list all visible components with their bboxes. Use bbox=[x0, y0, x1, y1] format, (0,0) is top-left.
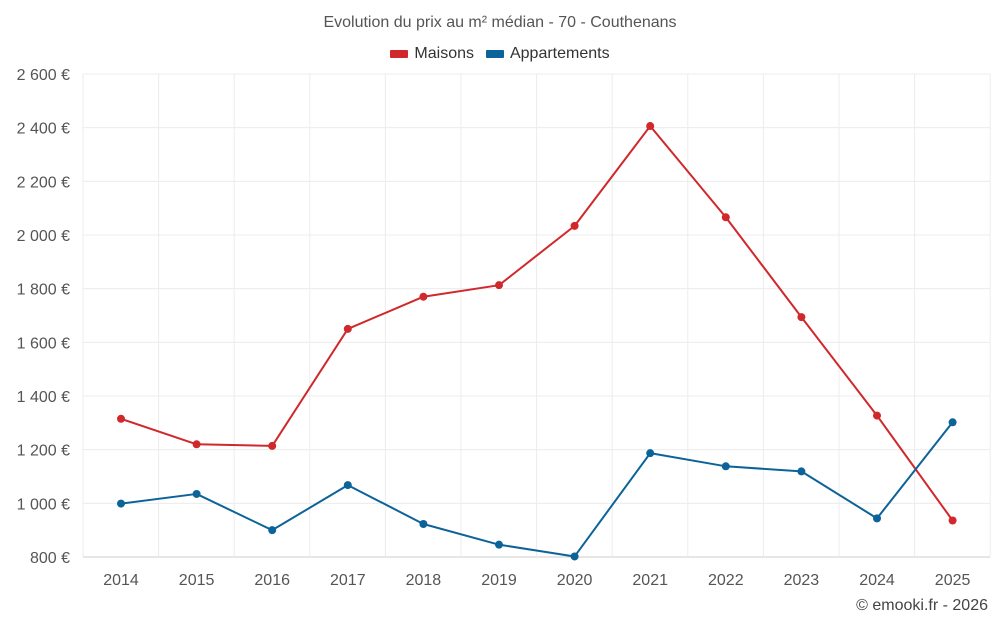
data-point-maisons bbox=[948, 516, 957, 525]
x-tick-label: 2016 bbox=[254, 572, 290, 589]
chart-title: Evolution du prix au m² médian - 70 - Co… bbox=[323, 14, 677, 31]
data-point-maisons bbox=[873, 411, 881, 420]
y-tick-label: 1 600 € bbox=[17, 335, 70, 352]
legend-item-appartements[interactable]: Appartements bbox=[485, 45, 610, 63]
series-line-maisons bbox=[120, 125, 954, 522]
x-tick-label: 2025 bbox=[935, 572, 971, 589]
legend-label-appartements: Appartements bbox=[509, 45, 610, 62]
data-point-appartements bbox=[948, 418, 957, 427]
data-point-appartements bbox=[797, 467, 806, 476]
data-point-appartements bbox=[192, 489, 201, 498]
data-point-appartements bbox=[343, 481, 352, 490]
data-point-appartements bbox=[873, 514, 881, 523]
data-point-maisons bbox=[797, 313, 806, 322]
x-tick-label: 2023 bbox=[784, 572, 820, 589]
data-point-maisons bbox=[419, 292, 428, 301]
data-point-appartements bbox=[268, 526, 277, 535]
series-line-appartements bbox=[120, 421, 954, 558]
legend-swatch-maisons bbox=[390, 50, 409, 58]
data-point-appartements bbox=[721, 462, 730, 471]
x-tick-label: 2015 bbox=[179, 572, 215, 589]
chart-legend: Maisons Appartements bbox=[0, 45, 1000, 63]
x-tick-label: 2014 bbox=[103, 572, 139, 589]
x-tick-label: 2019 bbox=[481, 572, 517, 589]
data-point-maisons bbox=[343, 324, 352, 333]
legend-label-maisons: Maisons bbox=[414, 45, 474, 62]
x-tick-label: 2021 bbox=[632, 572, 668, 589]
x-tick-label: 2024 bbox=[859, 572, 895, 589]
data-point-maisons bbox=[495, 281, 503, 290]
y-tick-label: 2 000 € bbox=[17, 228, 70, 245]
y-tick-label: 1 000 € bbox=[17, 496, 70, 513]
x-tick-label: 2017 bbox=[330, 572, 366, 589]
data-point-appartements bbox=[570, 552, 579, 561]
legend-item-maisons[interactable]: Maisons bbox=[390, 45, 474, 63]
data-point-maisons bbox=[192, 440, 201, 449]
data-point-appartements bbox=[495, 540, 503, 549]
y-tick-label: 2 600 € bbox=[17, 67, 70, 84]
data-point-maisons bbox=[646, 122, 655, 131]
y-tick-label: 2 200 € bbox=[17, 174, 70, 191]
y-tick-label: 1 200 € bbox=[17, 443, 70, 460]
x-tick-label: 2020 bbox=[557, 572, 593, 589]
x-tick-label: 2018 bbox=[406, 572, 442, 589]
data-point-appartements bbox=[419, 519, 428, 528]
legend-swatch-appartements bbox=[485, 50, 504, 58]
credit-text: © emooki.fr - 2026 bbox=[856, 597, 988, 614]
x-tick-label: 2022 bbox=[708, 572, 744, 589]
data-point-maisons bbox=[721, 213, 730, 222]
y-tick-label: 2 400 € bbox=[17, 121, 70, 138]
data-point-appartements bbox=[117, 499, 125, 508]
data-point-appartements bbox=[646, 449, 655, 458]
y-tick-label: 1 400 € bbox=[17, 389, 70, 406]
y-tick-label: 800 € bbox=[30, 550, 70, 567]
grid bbox=[82, 73, 991, 558]
data-point-maisons bbox=[117, 414, 125, 423]
data-point-maisons bbox=[268, 441, 277, 450]
data-point-maisons bbox=[570, 221, 579, 230]
y-tick-label: 1 800 € bbox=[17, 282, 70, 299]
